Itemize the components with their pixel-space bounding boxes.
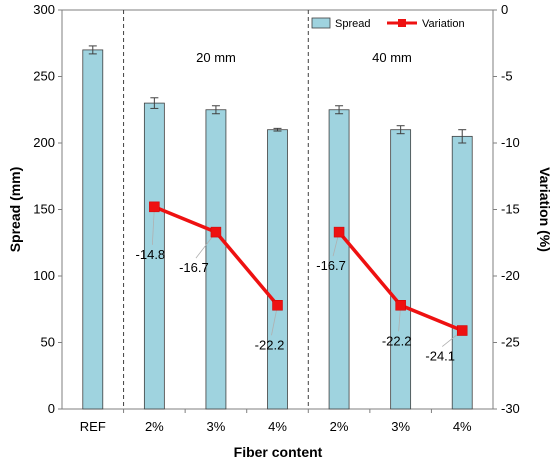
variation-data-label: -14.8	[136, 247, 166, 262]
variation-data-label: -16.7	[179, 260, 209, 275]
x-tick-label: 3%	[207, 419, 226, 434]
y-axis-title-left: Spread (mm)	[7, 167, 23, 253]
variation-data-label: -24.1	[425, 349, 455, 364]
spread-bar	[390, 129, 412, 410]
right-tick-label: -10	[501, 135, 520, 150]
left-tick-label: 300	[33, 2, 55, 17]
spread-bar	[205, 109, 227, 410]
variation-marker	[149, 201, 160, 213]
left-tick-label: 200	[33, 135, 55, 150]
x-tick-label: 4%	[268, 419, 287, 434]
group-annotation-40mm: 40 mm	[372, 50, 412, 65]
left-tick-label: 50	[41, 335, 55, 350]
spread-bar	[82, 49, 104, 410]
legend-label-spread: Spread	[335, 18, 370, 30]
x-tick-label: REF	[80, 419, 106, 434]
y-axis-title-right: Variation (%)	[537, 167, 550, 252]
spread-bar	[267, 129, 288, 410]
group-annotation-20mm: 20 mm	[196, 50, 236, 65]
legend-label-variation: Variation	[422, 18, 465, 30]
x-tick-label: 4%	[453, 419, 472, 434]
variation-data-label: -22.2	[382, 333, 412, 348]
spread-bar	[451, 135, 473, 410]
x-tick-label: 2%	[145, 419, 164, 434]
data-label-leader	[151, 206, 155, 245]
x-tick-label: 3%	[391, 419, 410, 434]
variation-marker	[395, 300, 406, 311]
legend-marker-variation	[398, 19, 406, 27]
left-tick-label: 150	[33, 202, 55, 217]
left-tick-label: 250	[33, 69, 55, 84]
variation-marker	[456, 325, 468, 336]
variation-marker	[210, 226, 222, 238]
right-tick-label: -20	[501, 268, 520, 283]
variation-marker	[333, 226, 345, 238]
right-tick-label: -15	[501, 202, 520, 217]
legend-swatch-spread	[311, 17, 331, 29]
variation-data-label: -16.7	[316, 258, 346, 273]
variation-data-label: -22.2	[255, 337, 285, 352]
variation-marker	[272, 300, 283, 311]
right-tick-label: -5	[501, 69, 513, 84]
right-tick-label: 0	[501, 2, 508, 17]
right-tick-label: -25	[501, 335, 520, 350]
x-axis-title: Fiber content	[234, 444, 323, 460]
left-tick-label: 0	[48, 401, 55, 416]
x-tick-label: 2%	[330, 419, 349, 434]
right-tick-label: -30	[501, 401, 520, 416]
left-tick-label: 100	[33, 268, 55, 283]
